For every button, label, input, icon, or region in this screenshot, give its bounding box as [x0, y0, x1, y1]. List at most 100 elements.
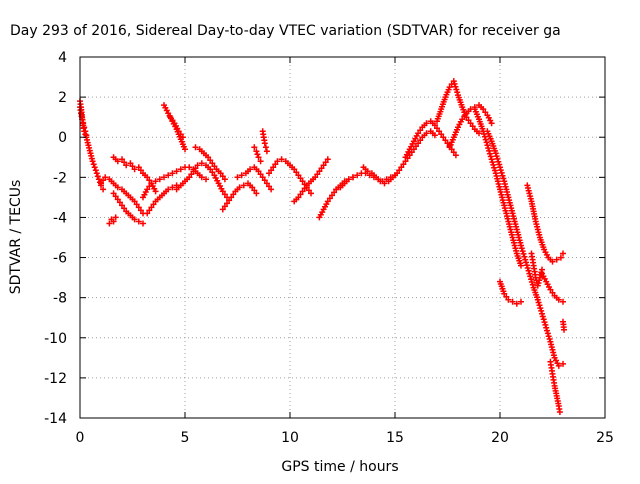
data-point	[253, 148, 260, 155]
data-point	[518, 298, 524, 305]
data-point	[546, 336, 553, 342]
data-point	[131, 216, 138, 223]
data-point	[112, 214, 119, 221]
data-point	[165, 186, 172, 193]
data-point	[238, 172, 245, 179]
data-point	[431, 132, 438, 139]
data-point	[522, 256, 529, 263]
data-point	[541, 319, 548, 326]
data-point	[498, 169, 505, 176]
data-point	[492, 167, 498, 174]
data-point	[268, 186, 275, 193]
data-point	[492, 150, 499, 157]
data-point	[557, 254, 564, 261]
data-point	[152, 188, 159, 195]
data-point	[494, 155, 501, 162]
data-point	[527, 273, 534, 280]
data-point	[521, 253, 528, 260]
data-point	[114, 184, 121, 191]
data-point	[539, 310, 545, 317]
data-point	[556, 409, 563, 415]
data-point	[102, 174, 109, 181]
data-point	[354, 172, 361, 179]
data-point	[497, 164, 503, 171]
data-point	[192, 144, 199, 151]
data-point	[524, 265, 531, 271]
data-point	[423, 130, 430, 137]
data-point	[486, 147, 493, 154]
data-point	[83, 132, 90, 139]
data-point	[534, 296, 541, 303]
data-point	[489, 159, 496, 166]
data-point	[488, 120, 495, 127]
data-point	[497, 167, 504, 174]
data-point	[523, 259, 529, 266]
data-point	[93, 170, 100, 177]
data-point	[538, 307, 545, 314]
data-point	[278, 156, 285, 163]
data-point	[182, 146, 188, 153]
data-point	[253, 190, 260, 197]
data-point	[110, 218, 117, 225]
data-point	[261, 140, 268, 147]
data-point	[263, 148, 270, 155]
data-point	[555, 296, 562, 303]
data-point	[519, 248, 526, 255]
data-point	[169, 184, 176, 191]
data-point	[186, 164, 193, 171]
data-point	[234, 174, 241, 181]
y-tick-label: -10	[44, 331, 67, 347]
data-point	[493, 153, 500, 160]
y-tick-label: 0	[58, 130, 67, 146]
plot-frame	[79, 56, 606, 419]
data-point	[179, 134, 186, 141]
data-point	[140, 220, 146, 227]
data-point	[553, 256, 560, 263]
y-tick-label: -4	[53, 210, 67, 226]
data-point	[257, 158, 264, 165]
data-point	[490, 161, 497, 168]
data-point	[81, 124, 88, 131]
data-point	[173, 168, 180, 175]
data-point	[92, 167, 99, 174]
data-point	[146, 177, 153, 184]
data-point	[488, 156, 495, 163]
data-point	[350, 174, 356, 181]
data-point	[560, 298, 566, 305]
data-point	[177, 166, 184, 173]
x-tick-label: 10	[281, 430, 299, 446]
data-point	[542, 321, 549, 328]
data-point	[135, 218, 142, 225]
data-point	[161, 174, 167, 181]
data-point	[333, 186, 340, 193]
data-point	[499, 172, 506, 179]
data-point	[308, 190, 314, 197]
grid-lines	[80, 57, 605, 418]
y-tick-label: -8	[53, 291, 67, 307]
data-point	[82, 128, 89, 135]
data-point	[480, 106, 487, 113]
y-tick-label: -14	[44, 411, 67, 427]
data-point	[94, 173, 101, 180]
data-point	[555, 362, 562, 369]
data-point	[537, 305, 544, 312]
y-tick-label: -12	[44, 371, 67, 387]
data-point	[528, 279, 535, 285]
data-point	[251, 144, 258, 151]
x-tick-label: 5	[181, 430, 190, 446]
data-point	[560, 250, 566, 257]
data-point	[518, 242, 524, 249]
data-point	[452, 152, 459, 159]
data-point	[536, 302, 543, 309]
data-point	[131, 166, 138, 173]
data-point	[561, 326, 567, 333]
data-point	[156, 176, 163, 183]
data-point	[529, 281, 536, 288]
data-point	[255, 154, 262, 161]
chart-title: Day 293 of 2016, Sidereal Day-to-day VTE…	[10, 23, 561, 39]
data-point	[345, 176, 352, 183]
data-point	[324, 156, 331, 163]
data-point	[484, 142, 491, 149]
data-point	[545, 333, 552, 340]
